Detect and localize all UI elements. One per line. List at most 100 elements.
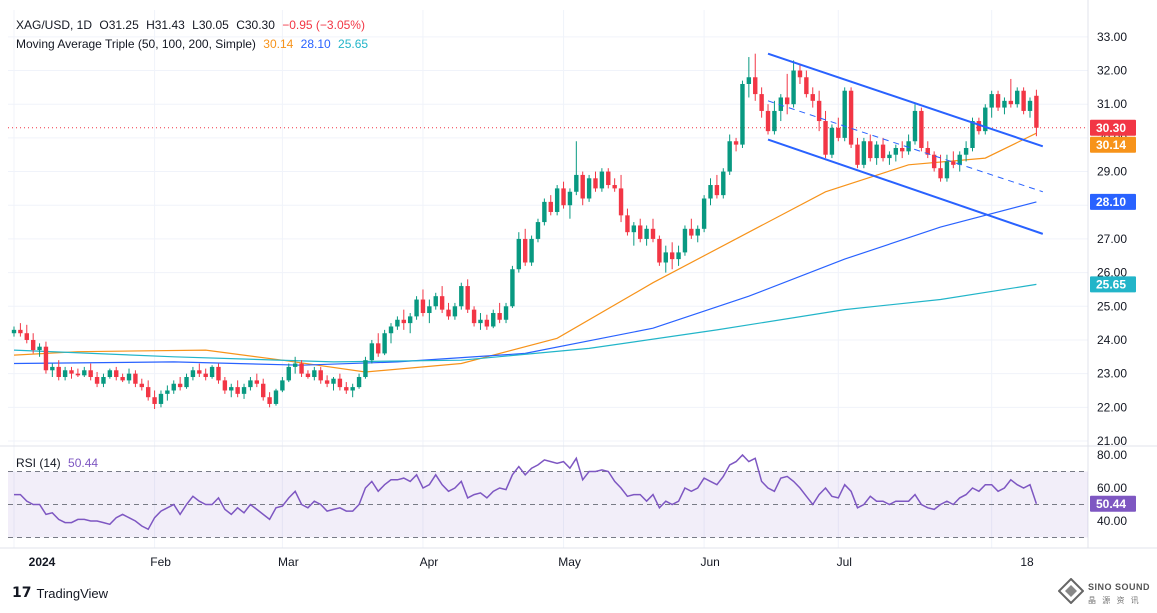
- time-axis-label: Feb: [150, 555, 171, 569]
- candle-body: [554, 188, 560, 212]
- candle-body: [18, 329, 23, 334]
- candle-body: [791, 70, 796, 105]
- candle-body: [478, 319, 483, 324]
- ma50-value: 30.14: [263, 37, 294, 51]
- rsi-indicator-label[interactable]: RSI (14): [16, 456, 61, 470]
- candle-body: [184, 377, 189, 388]
- candle-body: [976, 121, 982, 132]
- candle-body: [510, 269, 515, 307]
- candle-body: [439, 296, 445, 310]
- candle-body: [944, 161, 950, 179]
- ma-indicator-label[interactable]: Moving Average Triple (50, 100, 200, Sim…: [16, 37, 256, 51]
- candle-body: [324, 380, 330, 384]
- candle-body: [229, 387, 234, 391]
- tradingview-brand: TradingView: [36, 585, 109, 601]
- candle-body: [861, 141, 867, 165]
- candle-body: [989, 94, 994, 108]
- high-value: H31.43: [146, 18, 185, 32]
- candle-body: [446, 309, 451, 317]
- candle-body: [644, 228, 649, 239]
- candle-body: [1021, 90, 1026, 111]
- candle-body: [43, 346, 49, 371]
- candle-body: [484, 319, 490, 327]
- candle-body: [855, 144, 860, 165]
- channel-midline[interactable]: [767, 100, 1043, 193]
- time-axis-label: 2024: [29, 555, 56, 569]
- price-badge: [1090, 136, 1136, 153]
- candle-body: [753, 77, 758, 95]
- candle-body: [139, 383, 144, 388]
- candle-body: [1002, 100, 1007, 108]
- candle-body: [574, 174, 579, 192]
- candle-body: [765, 110, 771, 132]
- candle-body: [190, 370, 196, 378]
- candle-body: [471, 309, 477, 324]
- symbol-label[interactable]: XAG/USD, 1D: [16, 18, 93, 32]
- candle-body: [829, 127, 835, 155]
- candle-body: [280, 380, 285, 391]
- candle-body: [376, 343, 381, 354]
- candle-body: [165, 390, 170, 394]
- candle-body: [682, 228, 688, 253]
- candle-body: [567, 191, 573, 206]
- candle-body: [1015, 90, 1020, 105]
- channel-line[interactable]: [767, 52, 1044, 148]
- candle-body: [331, 378, 336, 384]
- candle-body: [951, 161, 956, 165]
- candle-body: [401, 319, 406, 324]
- candle-body: [701, 198, 707, 229]
- candle-body: [797, 70, 803, 78]
- time-axis-label: Apr: [420, 555, 439, 569]
- candle-body: [69, 370, 74, 374]
- candle-body: [778, 97, 783, 111]
- candle-body: [733, 141, 739, 145]
- price-axis-label: 33.00: [1097, 30, 1127, 44]
- candle-body: [241, 387, 247, 394]
- candle-body: [638, 225, 643, 239]
- candle-body: [203, 373, 208, 378]
- candle-body: [919, 110, 924, 148]
- candle-body: [216, 366, 221, 381]
- candle-body: [120, 377, 125, 381]
- time-axis-label: Jul: [837, 555, 852, 569]
- tradingview-logo[interactable]: 17 TradingView: [12, 585, 108, 601]
- candle-body: [912, 110, 918, 142]
- watermark-text: SINO SOUND: [1088, 582, 1151, 592]
- candle-body: [248, 380, 253, 388]
- candle-body: [152, 397, 157, 404]
- candle-body: [893, 147, 899, 155]
- candle-body: [580, 174, 585, 199]
- rsi-axis-label: 80.00: [1097, 448, 1127, 462]
- time-axis-label: Mar: [278, 555, 299, 569]
- candle-body: [459, 286, 464, 307]
- candle-body: [606, 171, 611, 186]
- ma-line-ma50: [13, 132, 1037, 373]
- candle-body: [299, 363, 304, 374]
- rsi-axis-label: 60.00: [1097, 481, 1127, 495]
- channel-line[interactable]: [767, 138, 1044, 235]
- candle-body: [593, 178, 598, 189]
- candle-body: [88, 370, 93, 378]
- candle-body: [676, 252, 681, 260]
- candle-body: [145, 387, 151, 398]
- candle-body: [101, 377, 106, 384]
- candle-body: [516, 238, 522, 270]
- candle-body: [727, 141, 732, 172]
- candle-body: [318, 370, 323, 381]
- price-axis-label: 26.00: [1097, 266, 1127, 280]
- candle-body: [497, 313, 502, 320]
- candle-body: [669, 252, 675, 260]
- low-value: L30.05: [192, 18, 229, 32]
- candle-body: [382, 333, 387, 354]
- candle-body: [395, 319, 400, 327]
- rsi-legend: RSI (14) 50.44: [16, 456, 102, 470]
- candle-body: [823, 121, 828, 155]
- candle-body: [75, 373, 81, 376]
- candle-body: [337, 378, 343, 388]
- price-axis-label: 21.00: [1097, 434, 1127, 448]
- time-axis-label: May: [558, 555, 581, 569]
- candle-body: [286, 366, 291, 381]
- candle-body: [491, 313, 496, 327]
- candle-body: [1008, 100, 1014, 105]
